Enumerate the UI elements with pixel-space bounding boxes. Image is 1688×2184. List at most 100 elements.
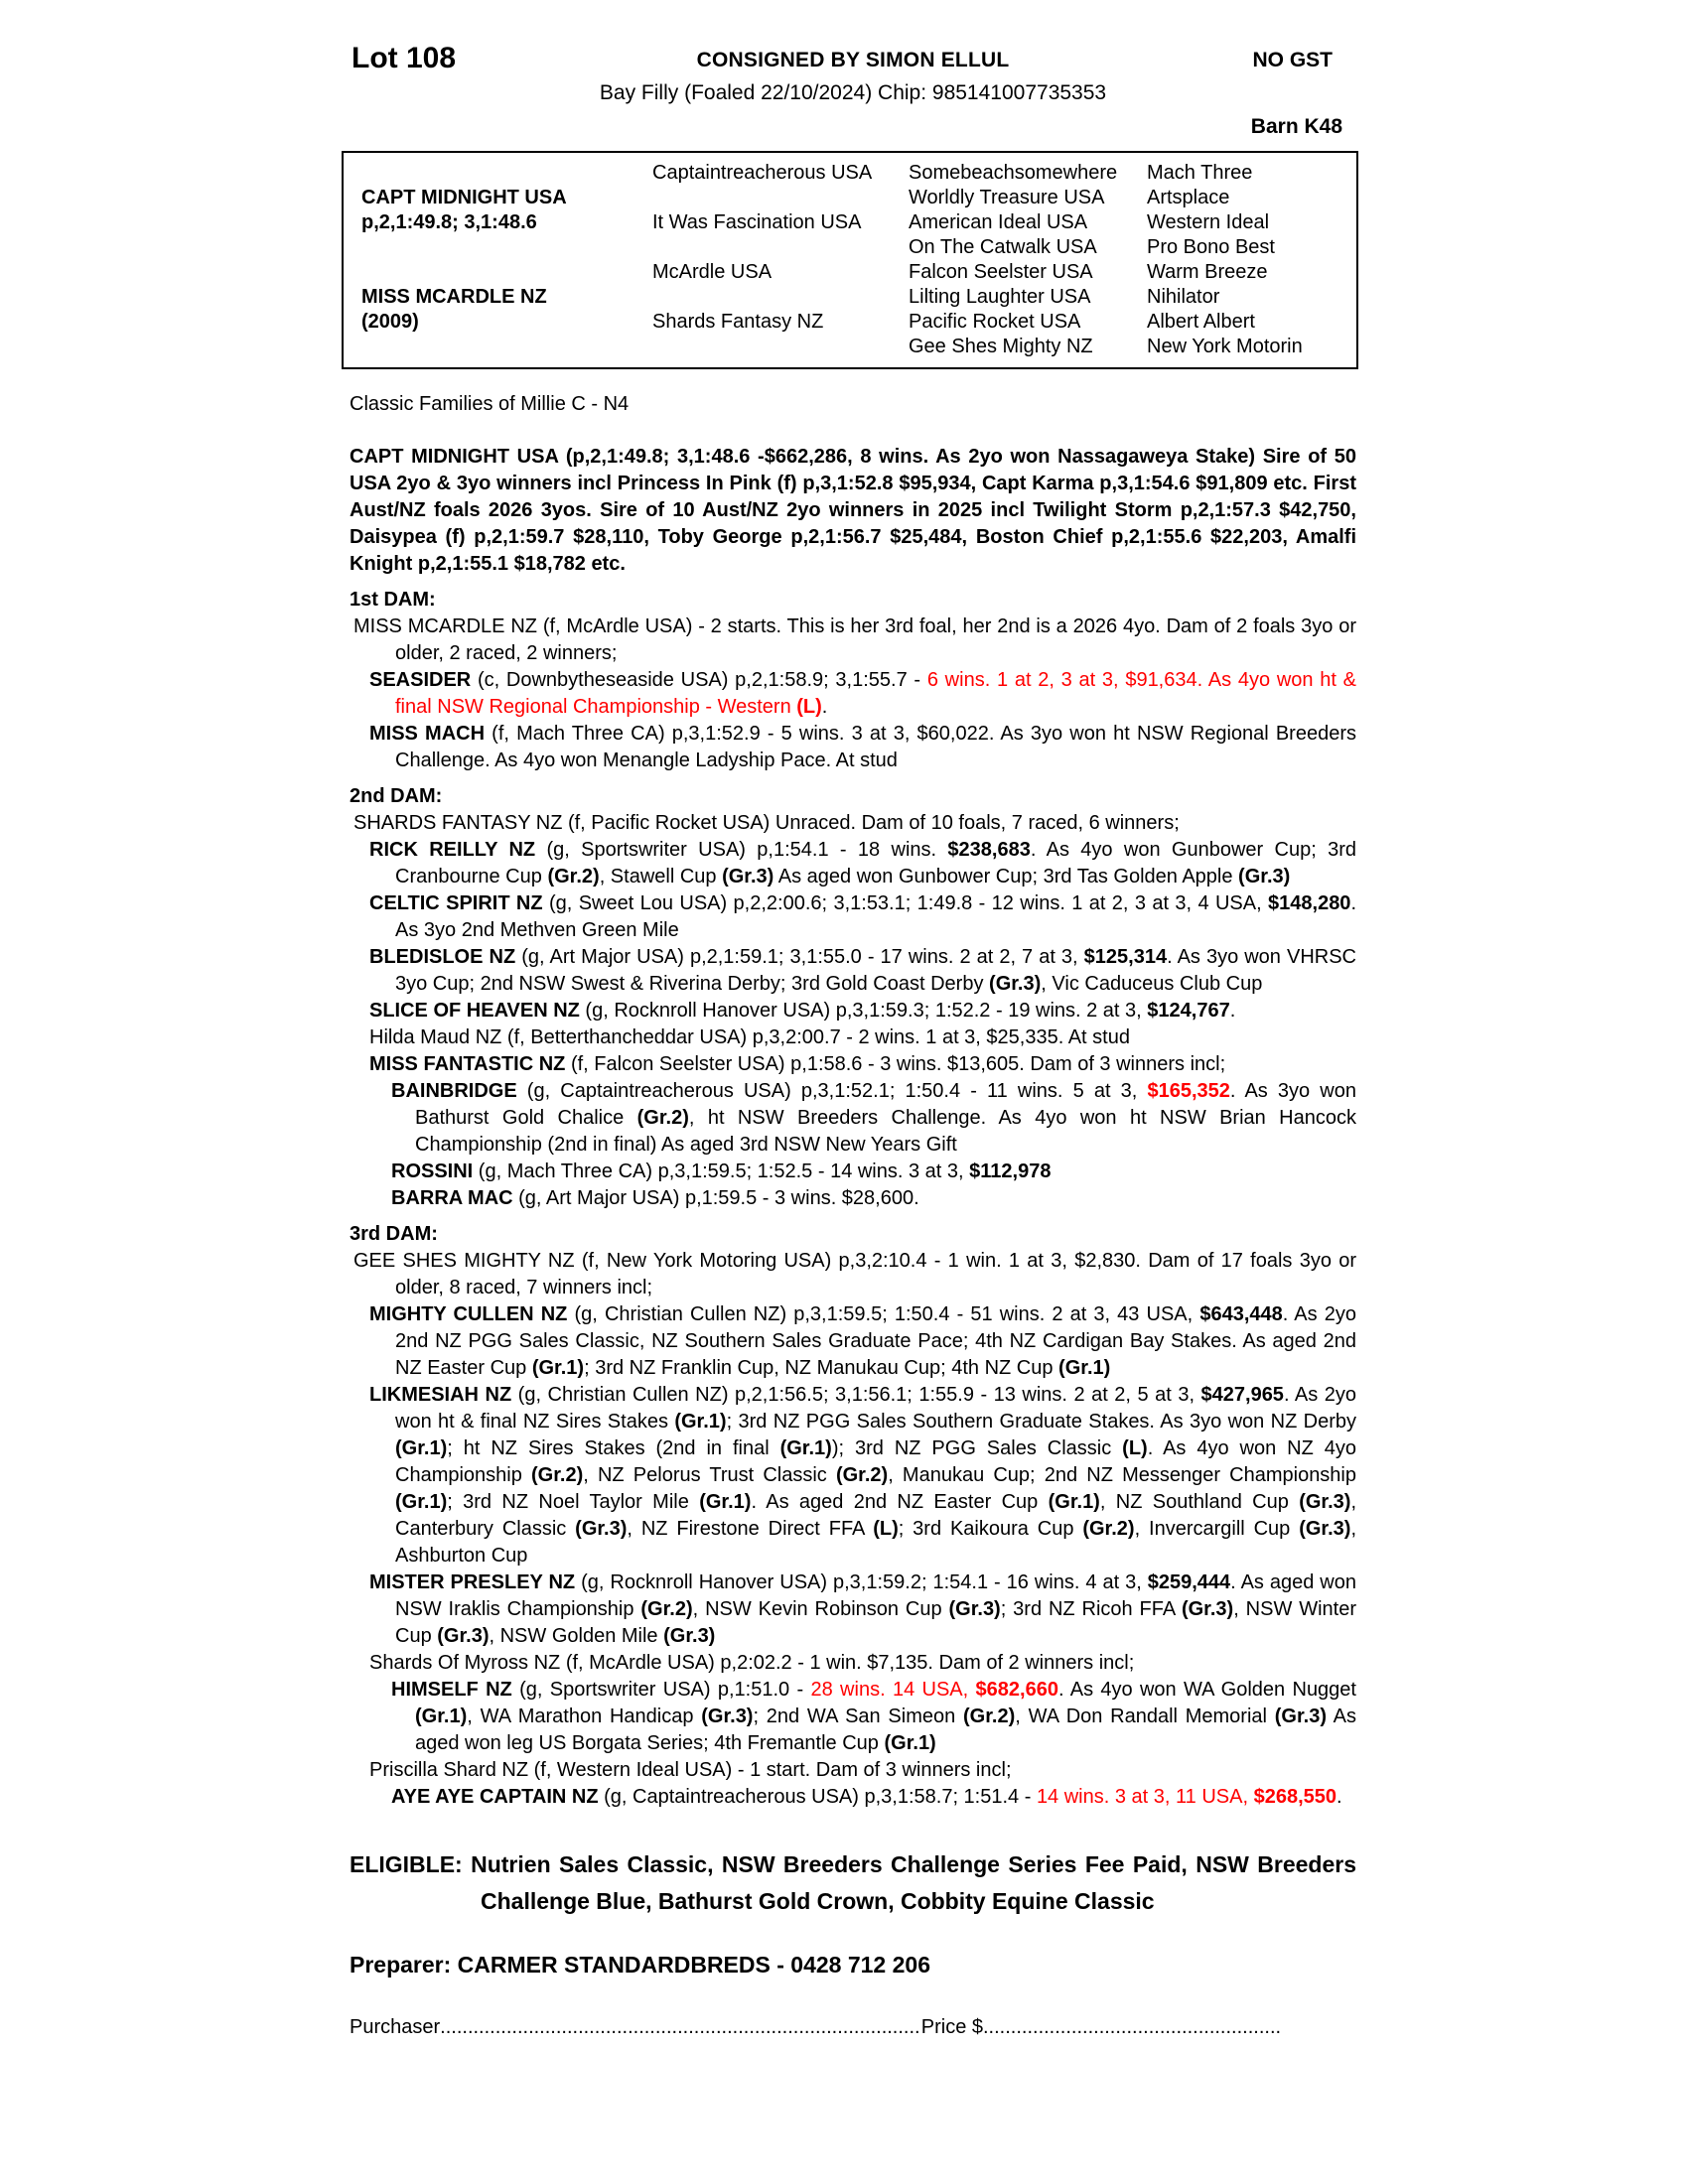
text-segment: . As 4yo won NZ 4yo Championship <box>395 1437 1356 1486</box>
text-segment: SHARDS FANTASY NZ (f, Pacific Rocket USA… <box>353 812 1180 834</box>
text-segment: (g, Rocknroll Hanover USA) p,3,1:59.3; 1… <box>579 1000 1148 1022</box>
text-segment: (g, Art Major USA) p,1:59.5 - 3 wins. $2… <box>512 1187 919 1209</box>
section-label: 2nd DAM: <box>350 785 443 807</box>
text-segment: $643,448 <box>1199 1303 1283 1325</box>
text-segment: (g, Sweet Lou USA) p,2,2:00.6; 3,1:53.1;… <box>542 892 1269 914</box>
text-segment: . As 4yo won Gunbower Cup; 3rd Cranbourn… <box>395 839 1356 887</box>
purchaser-line: Purchaser ..............................… <box>350 2016 1281 2039</box>
pedigree-cell: Pacific Rocket USA <box>909 311 1081 333</box>
text-segment: . As 3yo 2nd Methven Green Mile <box>395 892 1356 941</box>
text-segment: (Gr.3) <box>722 866 774 887</box>
text-segment: (g, Captaintreacherous USA) p,3,1:58.7; … <box>598 1786 1037 1808</box>
price-label: Price $ <box>920 2016 983 2038</box>
text-segment: ; ht NZ Sires Stakes (2nd in final <box>447 1437 780 1459</box>
dam-section: 1st DAM: MISS MCARDLE NZ (f, McArdle USA)… <box>350 587 1356 774</box>
text-segment: MIGHTY CULLEN NZ <box>369 1303 568 1325</box>
text-segment: ; 3rd NZ Franklin Cup, NZ Manukau Cup; 4… <box>584 1357 1059 1379</box>
text-segment: . As 2yo 2nd NZ PGG Sales Classic, NZ So… <box>395 1303 1357 1379</box>
text-segment: (Gr.3) <box>948 1598 1001 1620</box>
text-segment: , WA Marathon Handicap <box>467 1706 702 1727</box>
text-segment: MISS MCARDLE NZ (f, McArdle USA) - 2 sta… <box>353 615 1356 664</box>
text-segment: , Ashburton Cup <box>395 1518 1356 1567</box>
horse-entry: BARRA MAC (g, Art Major USA) p,1:59.5 - … <box>350 1185 1356 1212</box>
dam-section: 3rd DAM: GEE SHES MIGHTY NZ (f, New York … <box>350 1221 1356 1811</box>
text-segment: . <box>1229 1000 1236 1022</box>
text-segment: , ht NSW Breeders Challenge. As 4yo won … <box>415 1107 1356 1156</box>
horse-entry: MISS MACH (f, Mach Three CA) p,3,1:52.9 … <box>350 721 1356 774</box>
pedigree-cell: Western Ideal <box>1147 211 1270 233</box>
text-segment: , NSW Winter Cup <box>395 1598 1356 1647</box>
pedigree-cell: Gee Shes Mighty NZ <box>909 336 1093 357</box>
text-segment: Shards Of Myross NZ (f, McArdle USA) p,2… <box>369 1652 1135 1674</box>
dam-sections: 1st DAM: MISS MCARDLE NZ (f, McArdle USA)… <box>350 587 1356 1811</box>
text-segment: Priscilla Shard NZ (f, Western Ideal USA… <box>369 1759 1012 1781</box>
text-segment: . As 3yo won Bathurst Gold Chalice <box>415 1080 1356 1129</box>
horse-entry: MISS MCARDLE NZ (f, McArdle USA) - 2 sta… <box>350 614 1356 667</box>
pedigree-cell: Warm Breeze <box>1147 261 1268 283</box>
pedigree-cell: Somebeachsomewhere <box>909 162 1118 184</box>
text-segment: ; 2nd WA San Simeon <box>753 1706 963 1727</box>
text-segment: (g, Christian Cullen NZ) p,2,1:56.5; 3,1… <box>511 1384 1201 1406</box>
text-segment: ; 3rd NZ PGG Sales Southern Graduate Sta… <box>726 1411 1356 1433</box>
text-segment: . As aged 2nd NZ Easter Cup <box>751 1491 1049 1513</box>
text-segment: . <box>1336 1786 1342 1808</box>
pedigree-cell: New York Motorin <box>1147 336 1303 357</box>
text-segment: (Gr.3) <box>575 1518 628 1540</box>
page-header: Lot 108 CONSIGNED BY SIMON ELLUL NO GST <box>350 42 1356 81</box>
purchaser-dotted-line: ........................................… <box>440 2016 921 2038</box>
text-segment: LIKMESIAH NZ <box>369 1384 512 1406</box>
horse-entry: AYE AYE CAPTAIN NZ (g, Captaintreacherou… <box>350 1784 1356 1811</box>
text-segment: (Gr.1) <box>1048 1491 1100 1513</box>
text-segment: , NZ Pelorus Trust Classic <box>583 1464 836 1486</box>
pedigree-grid: CAPT MIDNIGHT USA p,2,1:49.8; 3,1:48.6 MIS… <box>342 151 1358 369</box>
horse-entry: CELTIC SPIRIT NZ (g, Sweet Lou USA) p,2,… <box>350 890 1356 944</box>
pedigree-cell: Artsplace <box>1147 187 1230 208</box>
text-segment: (L) <box>873 1518 899 1540</box>
text-segment: GEE SHES MIGHTY NZ (f, New York Motoring… <box>353 1250 1356 1298</box>
text-segment: (Gr.1) <box>779 1437 832 1459</box>
text-segment: CELTIC SPIRIT NZ <box>369 892 543 914</box>
text-segment: (L) <box>1122 1437 1148 1459</box>
text-segment: ROSSINI <box>391 1160 474 1182</box>
horse-entry: MISS FANTASTIC NZ (f, Falcon Seelster US… <box>350 1051 1356 1078</box>
horse-entry: Priscilla Shard NZ (f, Western Ideal USA… <box>350 1757 1356 1784</box>
text-segment: (Gr.3) <box>437 1625 490 1647</box>
text-segment: (g, Captaintreacherous USA) p,3,1:52.1; … <box>516 1080 1148 1102</box>
text-segment: (Gr.3) <box>1238 866 1291 887</box>
text-segment: (L) <box>796 696 822 718</box>
section-label: 1st DAM: <box>350 589 436 611</box>
classic-families-note: Classic Families of Millie C - N4 <box>350 393 630 415</box>
purchaser-label: Purchaser <box>350 2016 441 2038</box>
text-segment: (g, Sportswriter USA) p,1:54.1 - 18 wins… <box>535 839 948 861</box>
text-segment: , Manukau Cup; 2nd NZ Messenger Champion… <box>888 1464 1356 1486</box>
section-label: 3rd DAM: <box>350 1223 438 1245</box>
horse-entry: Hilda Maud NZ (f, Betterthancheddar USA)… <box>350 1024 1356 1051</box>
horse-entry: ROSSINI (g, Mach Three CA) p,3,1:59.5; 1… <box>350 1159 1356 1185</box>
pedigree-cell: Falcon Seelster USA <box>909 261 1093 283</box>
text-segment: . As 4yo won WA Golden Nugget <box>1057 1679 1356 1701</box>
sire-paragraph: CAPT MIDNIGHT USA (p,2,1:49.8; 3,1:48.6 … <box>350 446 1356 575</box>
text-segment: (Gr.2) <box>640 1598 693 1620</box>
gst-status: NO GST <box>1252 49 1333 71</box>
text-segment: As aged won Gunbower Cup; 3rd Tas Golden… <box>774 866 1239 887</box>
text-segment: ; 3rd NZ Noel Taylor Mile <box>447 1491 700 1513</box>
text-segment: (Gr.3) <box>1299 1518 1351 1540</box>
text-segment: (Gr.2) <box>531 1464 584 1486</box>
pedigree-cell: American Ideal USA <box>909 211 1088 233</box>
preparer-line: Preparer: CARMER STANDARDBREDS - 0428 71… <box>350 1952 930 1978</box>
text-segment: (Gr.3) <box>989 973 1042 995</box>
text-segment: HIMSELF NZ <box>391 1679 512 1701</box>
horse-entry: SLICE OF HEAVEN NZ (g, Rocknroll Hanover… <box>350 998 1356 1024</box>
pedigree-cell: p,2,1:49.8; 3,1:48.6 <box>361 211 537 233</box>
text-segment: $268,550 <box>1253 1786 1336 1808</box>
text-segment: SEASIDER <box>369 669 472 691</box>
text-segment: (Gr.1) <box>1058 1357 1111 1379</box>
text-segment: (g, Rocknroll Hanover USA) p,3,1:59.2; 1… <box>575 1571 1148 1593</box>
barn-number: Barn K48 <box>1250 115 1342 138</box>
text-segment: , NZ Southland Cup <box>1099 1491 1300 1513</box>
text-segment: $112,978 <box>969 1160 1052 1182</box>
price-dotted-line: ........................................… <box>983 2016 1281 2038</box>
text-segment: MISTER PRESLEY NZ <box>369 1571 576 1593</box>
text-segment: $125,314 <box>1083 946 1168 968</box>
text-segment: (Gr.1) <box>674 1411 727 1433</box>
